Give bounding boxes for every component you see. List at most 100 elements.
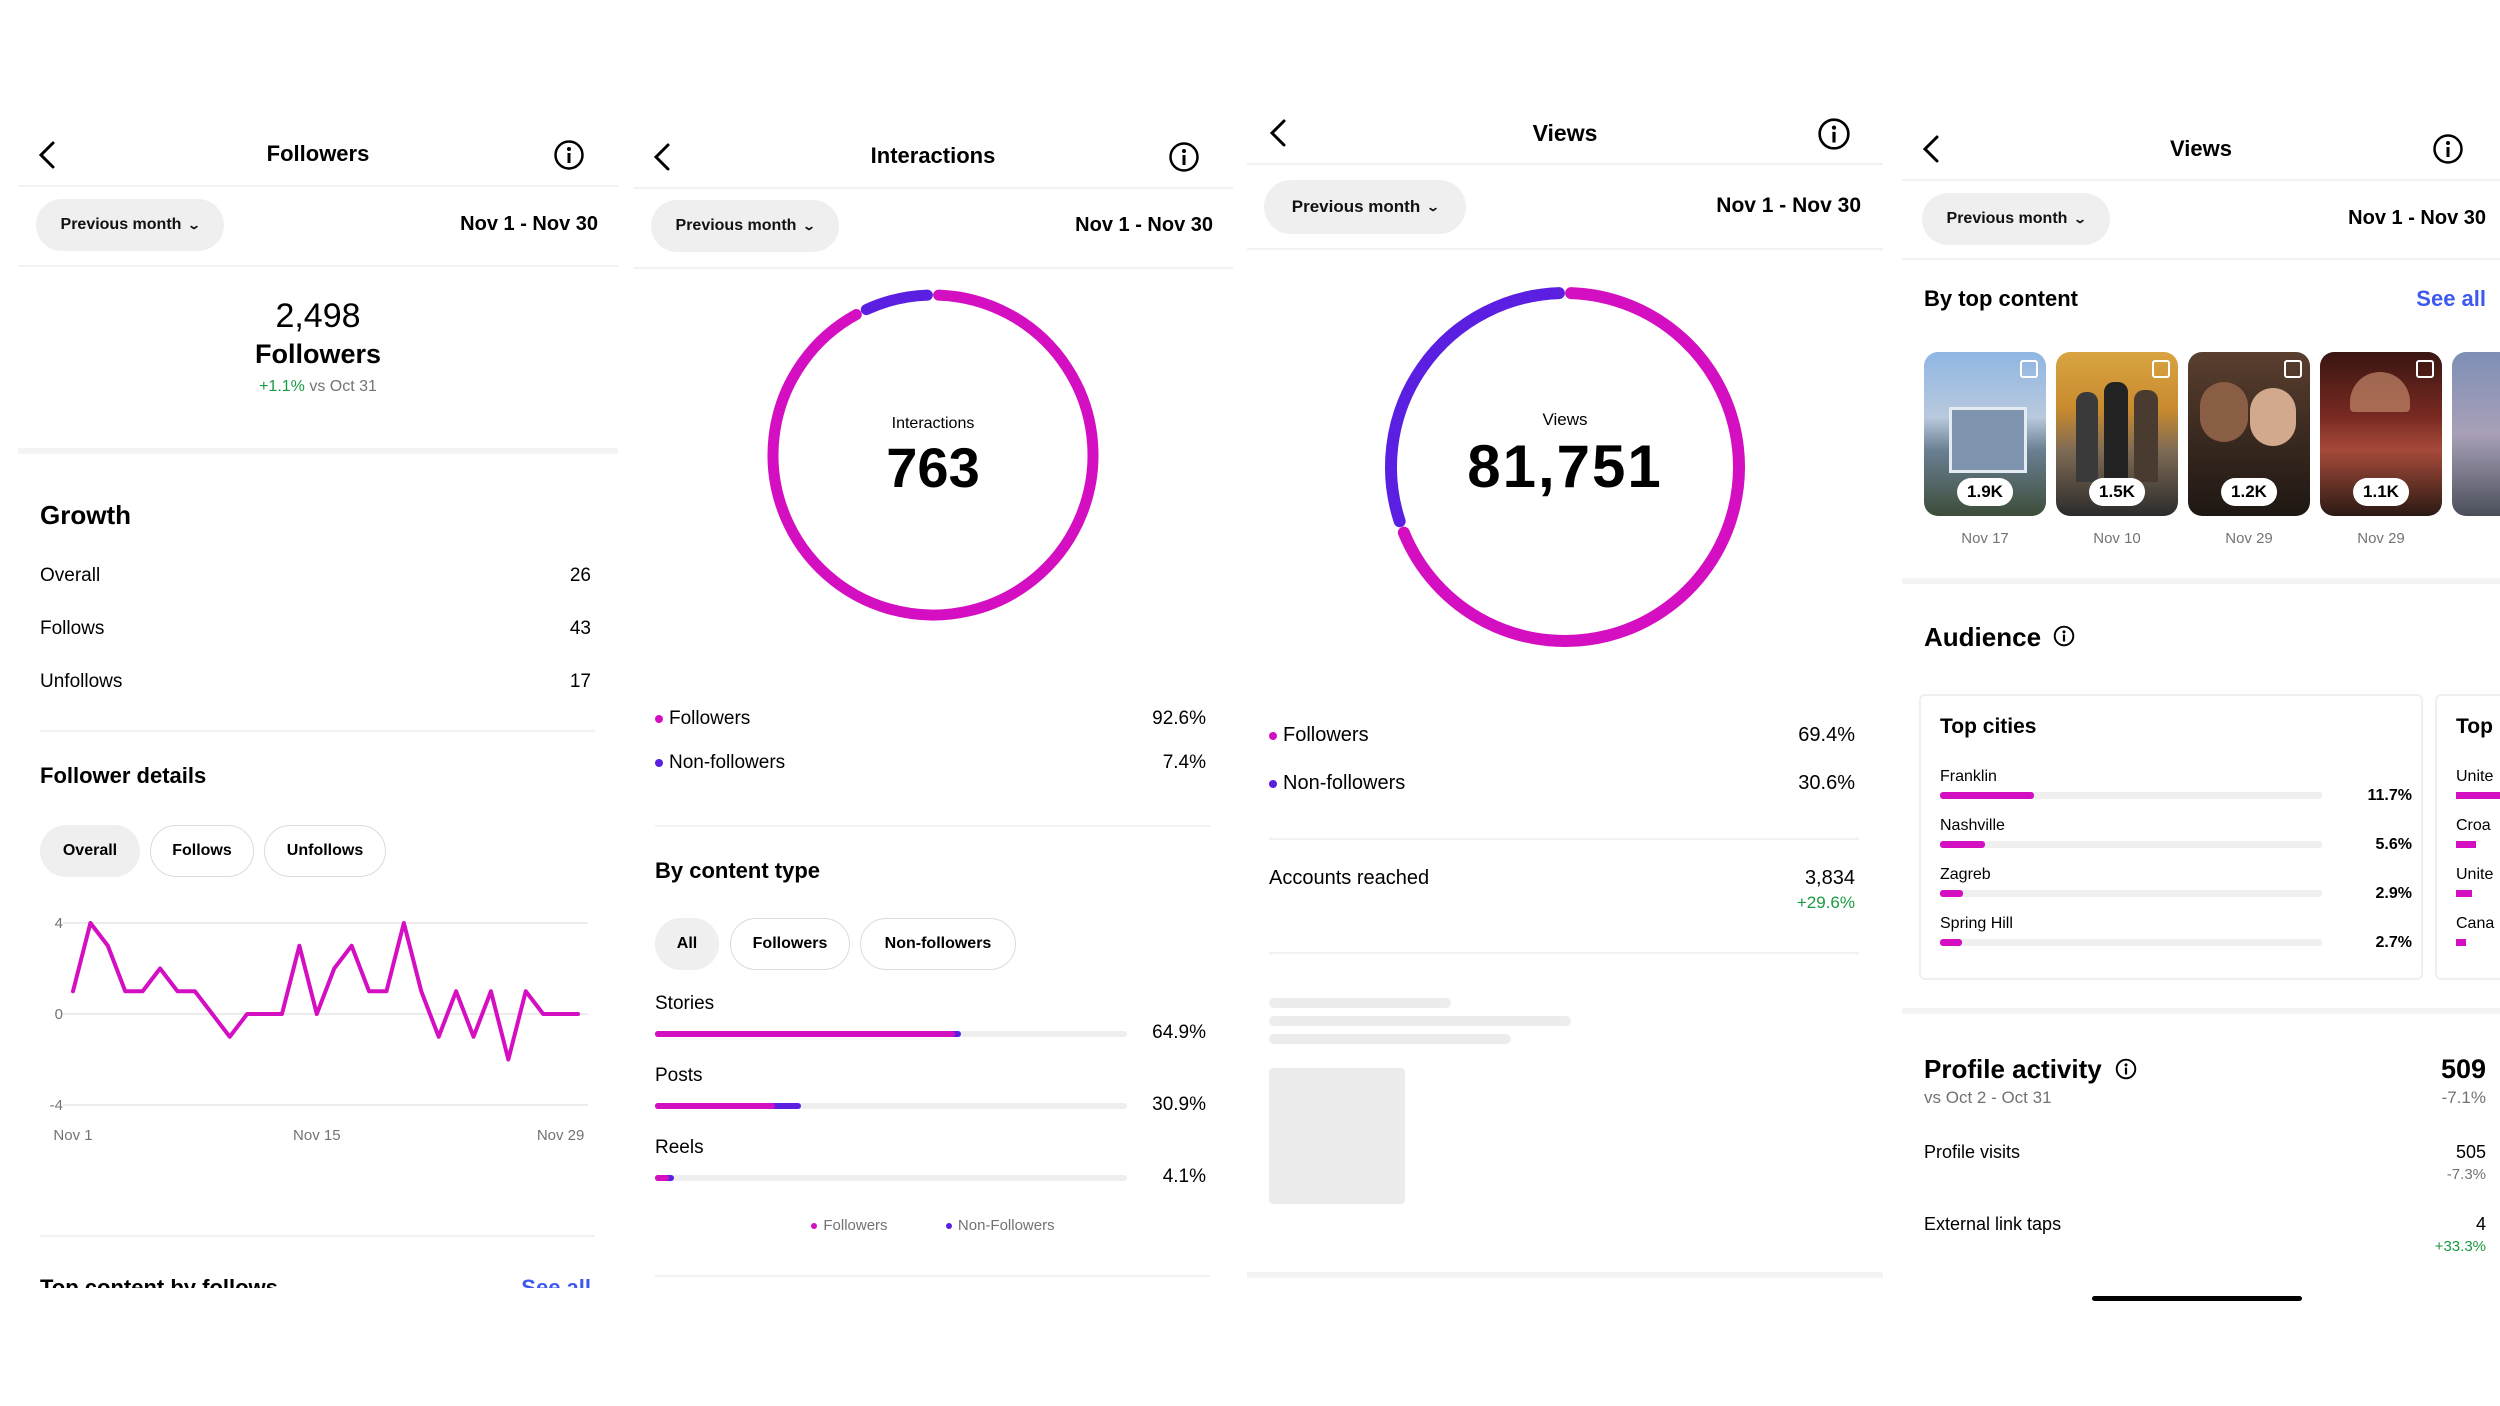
skeleton-line <box>1269 1034 1511 1044</box>
city-bar-track <box>1940 792 2322 799</box>
chip-follows[interactable]: Follows <box>150 825 254 877</box>
chip-overall[interactable]: Overall <box>40 825 140 877</box>
date-range: Nov 1 - Nov 30 <box>1716 194 1861 217</box>
info-icon[interactable] <box>2432 133 2464 165</box>
city-bar-track <box>1940 841 2322 848</box>
country-bar <box>2456 939 2466 946</box>
chevron-down-icon: ⌄ <box>802 219 817 233</box>
growth-unfollows-label: Unfollows <box>40 671 123 692</box>
accounts-reached-label: Accounts reached <box>1269 867 1430 889</box>
period-dropdown[interactable]: Previous month ⌄ <box>36 199 224 251</box>
city-label: Nashville <box>1940 817 2005 834</box>
donut-label: Views <box>1542 410 1588 429</box>
top-content-thumbnail[interactable]: 1.9K <box>1924 352 2046 516</box>
donut-value: 763 <box>886 436 980 499</box>
non-followers-legend: Non-followers <box>1269 772 1405 795</box>
content-type-value: 64.9% <box>1152 1022 1206 1043</box>
period-dropdown[interactable]: Previous month ⌄ <box>1264 180 1466 234</box>
thumbnail-views-badge: 1.2K <box>2221 478 2277 506</box>
donut-slice-followers <box>767 289 1099 621</box>
top-content-thumbnail-partial[interactable] <box>2452 352 2500 516</box>
multi-post-icon <box>2020 360 2038 378</box>
followers-panel: Followers Previous month ⌄ Nov 1 - Nov 30… <box>18 125 618 1288</box>
chip-all[interactable]: All <box>655 918 719 970</box>
top-content-title: By top content <box>1924 286 2078 311</box>
profile-activity-change: -7.1% <box>2441 1088 2486 1107</box>
period-dropdown[interactable]: Previous month ⌄ <box>651 200 839 252</box>
top-content-thumbnail[interactable]: 1.1K <box>2320 352 2442 516</box>
x-tick-label: Nov 29 <box>537 1127 585 1144</box>
non-followers-pct: 30.6% <box>1798 772 1855 794</box>
period-dropdown[interactable]: Previous month ⌄ <box>1922 193 2110 245</box>
back-icon[interactable] <box>1267 118 1291 148</box>
info-icon[interactable] <box>1168 141 1200 173</box>
interactions-donut-chart <box>767 289 1099 621</box>
follower-details-title: Follower details <box>40 763 207 788</box>
content-type-label: Posts <box>655 1065 703 1086</box>
growth-title: Growth <box>40 500 131 530</box>
donut-slice-non-followers <box>1385 287 1565 528</box>
legend-label: Followers <box>1283 724 1369 746</box>
thumbnail-date: Nov 29 <box>2357 530 2405 547</box>
audience-title: Audience <box>1924 622 2042 652</box>
top-content-thumbnail[interactable]: 1.5K <box>2056 352 2178 516</box>
multi-post-icon <box>2416 360 2434 378</box>
x-tick-label: Nov 1 <box>53 1127 92 1144</box>
info-icon[interactable] <box>553 139 585 171</box>
by-content-type-title: By content type <box>655 858 821 883</box>
skeleton-thumbnail <box>1269 1068 1405 1204</box>
donut-slice-non-followers <box>860 289 933 316</box>
content-type-label: Stories <box>655 993 715 1014</box>
growth-unfollows-value: 17 <box>569 671 591 692</box>
thumbnail-date: Nov 29 <box>2225 530 2273 547</box>
growth-follows-value: 43 <box>569 618 591 639</box>
top-content-thumbnail[interactable]: 1.2K <box>2188 352 2310 516</box>
back-icon[interactable] <box>651 142 675 172</box>
country-label: Unite <box>2456 768 2494 785</box>
thumbnail-views-badge: 1.1K <box>2353 478 2409 506</box>
country-label: Cana <box>2456 915 2495 932</box>
period-label: Previous month <box>1946 210 2068 227</box>
period-label: Previous month <box>675 217 797 234</box>
y-tick-label: -4 <box>50 1097 63 1114</box>
multi-post-icon <box>2152 360 2170 378</box>
content-type-value: 30.9% <box>1152 1094 1206 1115</box>
chevron-down-icon: ⌄ <box>187 218 202 232</box>
follower-line-chart: 4 0 -4 Nov 1 Nov 15 Nov 29 <box>50 915 588 1144</box>
profile-activity-title: Profile activity <box>1924 1054 2102 1084</box>
page-title: Followers <box>266 141 370 166</box>
external-link-taps-value: 4 <box>2475 1214 2486 1234</box>
top-content-title: Top content by follows <box>40 1275 278 1288</box>
legend-label: Non-followers <box>669 752 786 773</box>
chip-non-followers[interactable]: Non-followers <box>860 918 1016 970</box>
country-bar <box>2456 890 2472 897</box>
chip-followers[interactable]: Followers <box>730 918 850 970</box>
profile-activity-info-icon[interactable] <box>2115 1058 2137 1080</box>
info-icon[interactable] <box>1817 117 1851 151</box>
city-bar-track <box>1940 890 2322 897</box>
back-icon[interactable] <box>36 140 60 170</box>
top-content-see-all[interactable]: See all <box>521 1275 591 1288</box>
bar-legend: Followers Non-Followers <box>633 1217 1233 1234</box>
city-bar-fill <box>1940 939 1962 946</box>
skeleton-line <box>1269 1016 1571 1026</box>
back-icon[interactable] <box>1920 134 1944 164</box>
views-donut-chart <box>1385 287 1745 647</box>
profile-visits-label: Profile visits <box>1924 1142 2021 1162</box>
see-all-link[interactable]: See all <box>2416 286 2486 311</box>
city-bar-fill <box>1940 841 1985 848</box>
content-type-label: Reels <box>655 1137 704 1158</box>
page-title: Interactions <box>870 143 996 168</box>
city-label: Franklin <box>1940 768 1997 785</box>
non-followers-legend: Non-followers <box>655 752 785 774</box>
profile-activity-ref: vs Oct 2 - Oct 31 <box>1924 1088 2052 1107</box>
chip-unfollows[interactable]: Unfollows <box>264 825 386 877</box>
page-title: Views <box>1532 120 1598 146</box>
profile-activity-value: 509 <box>2440 1054 2486 1084</box>
audience-info-icon[interactable] <box>2053 625 2075 647</box>
change-ref: vs Oct 31 <box>309 378 377 395</box>
country-label: Unite <box>2456 866 2494 883</box>
city-value: 11.7% <box>2367 787 2412 804</box>
donut-label: Interactions <box>891 415 975 432</box>
content-type-bar-followers <box>655 1103 776 1109</box>
